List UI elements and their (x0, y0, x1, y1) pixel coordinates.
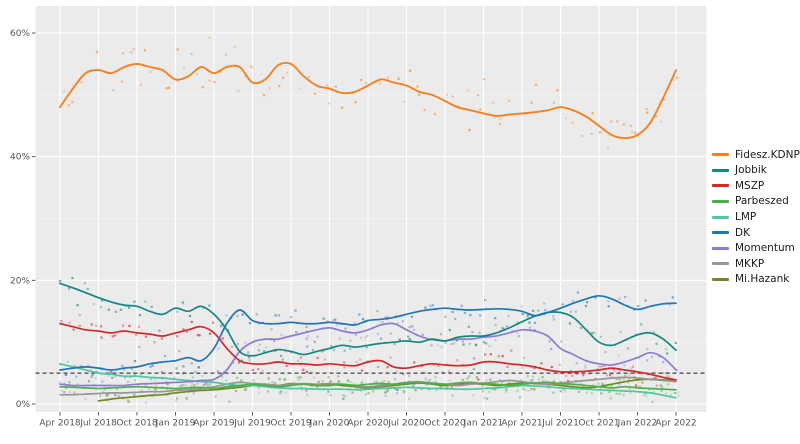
x-tick-label: Jul 2019 (233, 419, 271, 429)
legend-label: Mi.Hazank (735, 273, 790, 286)
legend-label: Jobbik (735, 164, 767, 177)
x-tick-label: Jan 2019 (155, 419, 196, 429)
legend-item-lmp: LMP (712, 209, 800, 225)
trend-line-lmp (59, 362, 677, 399)
legend-swatch-momentum (712, 246, 729, 250)
trend-line-mszp (59, 322, 677, 381)
legend-swatch-fidesz-kdnp (712, 153, 729, 157)
legend-label: LMP (735, 210, 757, 223)
x-tick-label: Oct 2019 (270, 419, 312, 429)
legend-swatch-jobbik (712, 168, 729, 172)
legend-swatch-dk (712, 231, 729, 235)
x-tick-label: Apr 2018 (39, 419, 81, 429)
legend-swatch-mszp (712, 184, 729, 188)
y-tick-label: 40% (10, 153, 30, 163)
x-tick-label: Jan 2020 (309, 419, 350, 429)
trend-line-dk (59, 294, 677, 371)
trend-lines (59, 61, 677, 402)
legend-item-parbeszed: Parbeszed (712, 194, 800, 210)
x-tick-label: Jul 2018 (79, 419, 117, 429)
x-tick-label: Apr 2022 (655, 419, 696, 429)
legend-item-jobbik: Jobbik (712, 163, 800, 179)
y-tick-label: 0% (16, 400, 31, 410)
legend-swatch-mi-hazank (712, 278, 729, 282)
x-tick-label: Apr 2020 (347, 419, 389, 429)
trend-line-mkkp (59, 376, 677, 396)
legend-item-fidesz-kdnp: Fidesz.KDNP (712, 147, 800, 163)
x-tick-label: Jan 2022 (617, 419, 658, 429)
legend-item-mszp: MSZP (712, 178, 800, 194)
legend-item-momentum: Momentum (712, 241, 800, 257)
y-tick-label: 60% (10, 29, 30, 39)
legend-label: Fidesz.KDNP (735, 148, 800, 161)
x-tick-label: Oct 2018 (116, 419, 158, 429)
x-tick-label: Jul 2021 (541, 419, 579, 429)
trend-line-parbeszed (59, 381, 677, 391)
y-tick-label: 20% (10, 276, 30, 286)
legend-label: Momentum (735, 242, 795, 255)
legend-item-dk: DK (712, 225, 800, 241)
legend-label: MKKP (735, 257, 765, 270)
trend-line-fidesz-kdnp (59, 61, 677, 140)
legend-item-mkkp: MKKP (712, 256, 800, 272)
x-tick-label: Apr 2021 (501, 419, 542, 429)
trend-line-mi-hazank (97, 378, 677, 402)
x-tick-label: Oct 2020 (424, 419, 466, 429)
x-tick-label: Jan 2021 (463, 419, 504, 429)
legend-swatch-lmp (712, 215, 729, 219)
x-tick-label: Jul 2020 (387, 419, 425, 429)
legend-swatch-mkkp (712, 262, 729, 266)
legend-swatch-parbeszed (712, 200, 729, 204)
legend-label: DK (735, 226, 750, 239)
chart-legend: Fidesz.KDNP Jobbik MSZP Parbeszed LMP DK Momen… (712, 147, 800, 288)
legend-label: Parbeszed (735, 195, 789, 208)
x-tick-label: Apr 2019 (193, 419, 235, 429)
x-tick-label: Oct 2021 (578, 419, 619, 429)
gridlines (35, 6, 707, 412)
trend-line-jobbik (59, 282, 677, 357)
legend-item-mi-hazank: Mi.Hazank (712, 272, 800, 288)
trend-line-momentum (59, 322, 677, 387)
legend-label: MSZP (735, 179, 765, 192)
